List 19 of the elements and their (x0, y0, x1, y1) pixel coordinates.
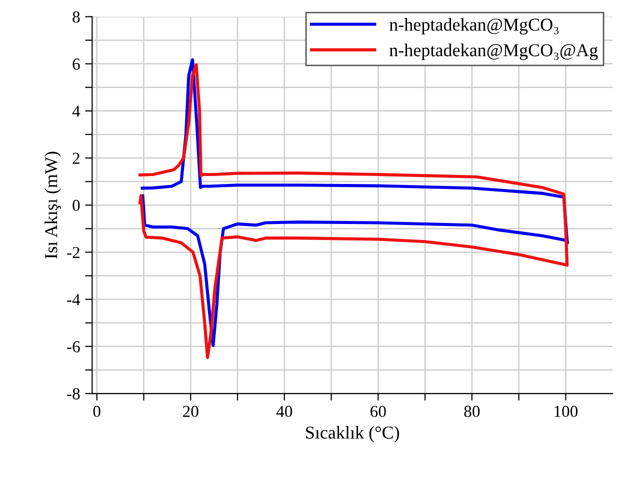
x-tick-label: 20 (183, 406, 198, 418)
y-tick-label: 4 (72, 106, 80, 117)
x-tick-label: 0 (93, 406, 100, 418)
y-tick-label: -2 (67, 246, 80, 258)
x-tick-label: 40 (276, 406, 292, 418)
x-tick-label: 60 (370, 406, 386, 418)
y-axis-title: Isı Akışı (mW) (44, 152, 61, 259)
x-axis-title: Sıcaklık (°C) (306, 426, 400, 442)
y-tick-label: 2 (72, 152, 80, 164)
y-tick-label: -8 (67, 388, 80, 400)
x-tick-label: 100 (554, 406, 578, 418)
x-tick-label: 80 (464, 406, 480, 418)
y-tick-label: -4 (67, 294, 80, 306)
legend-label: n-heptadekan@MgCO₃ (390, 18, 559, 34)
y-tick-label: 0 (72, 200, 80, 212)
legend-label: n-heptadekan@MgCO₃@Ag (390, 44, 598, 60)
y-tick-label: -6 (67, 341, 80, 352)
y-tick-label: 8 (72, 11, 80, 23)
y-tick-label: 6 (72, 58, 80, 70)
